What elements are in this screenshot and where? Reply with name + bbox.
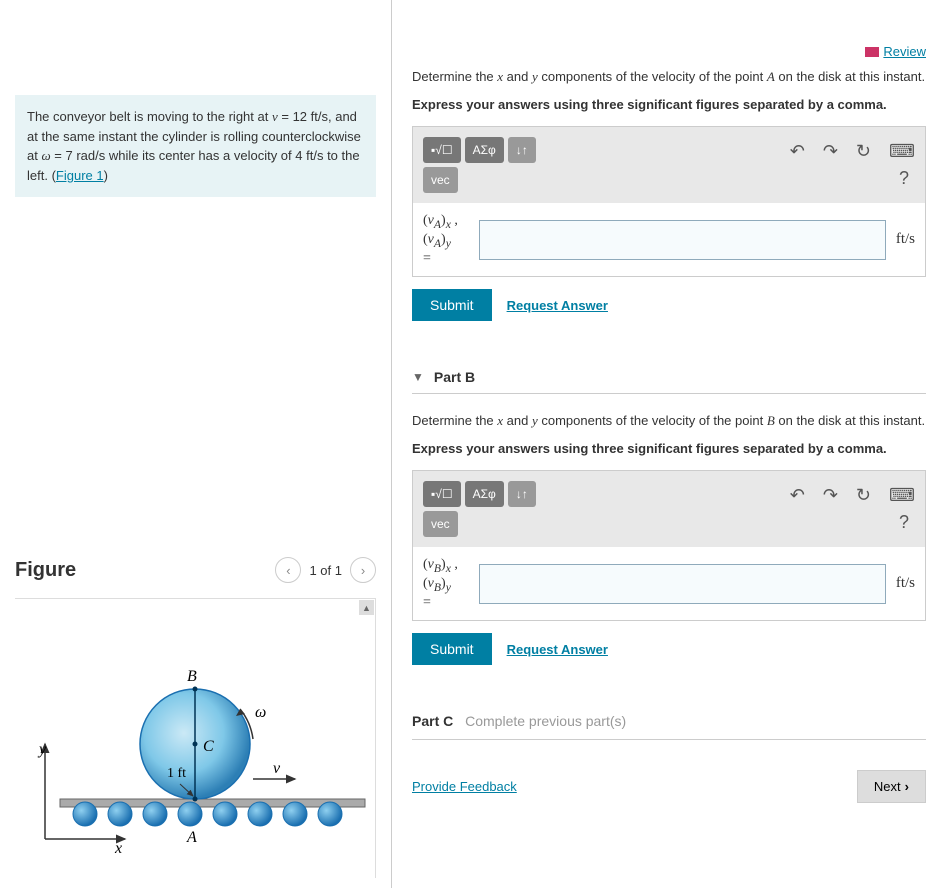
greek-button[interactable]: ΑΣφ [465,481,504,507]
omega-label: ω [255,704,266,721]
help-icon[interactable]: ? [790,168,915,189]
greek-button[interactable]: ΑΣφ [465,137,504,163]
review-label: Review [883,44,926,59]
partB-title: Part B [434,369,475,385]
vec-button[interactable]: vec [423,511,458,537]
template-button[interactable]: ▪√☐ [423,481,461,507]
redo-icon[interactable]: ↷ [823,141,838,162]
reset-icon[interactable]: ↻ [856,141,871,162]
partB-var-label: (vB)x , (vB)y= [423,557,479,610]
partC-label: Part C [412,713,453,729]
figure-title: Figure [15,559,76,582]
figure-counter: 1 of 1 [309,563,342,578]
next-button[interactable]: Next › [857,770,926,803]
scroll-up-icon[interactable]: ▲ [359,600,374,615]
unit: rad/s [76,148,105,163]
partB-instruction: Express your answers using three signifi… [412,440,926,458]
figure-next-button[interactable]: › [350,557,376,583]
help-icon[interactable]: ? [790,512,915,533]
partB-question: Determine the x and y components of the … [412,412,926,430]
point-B-label: B [187,668,197,685]
vec-button[interactable]: vec [423,167,458,193]
text: while its center has a velocity of 4 [105,148,306,163]
text: ) [104,168,108,183]
partB-header[interactable]: ▼ Part B [412,361,926,394]
x-axis-label: x [114,840,122,857]
keyboard-icon[interactable]: ⌨ [889,141,915,162]
partA-answer-input[interactable] [479,220,886,260]
point-C-label: C [203,738,214,755]
partB-submit-button[interactable]: Submit [412,633,492,665]
partC-status: Complete previous part(s) [465,713,626,729]
text: = 12 [278,109,311,124]
partA-var-label: (vA)x , (vA)y= [423,213,479,266]
feedback-link[interactable]: Provide Feedback [412,779,517,794]
review-icon [865,47,879,57]
text: The conveyor belt is moving to the right… [27,109,272,124]
partB-unit: ft/s [896,575,915,592]
collapse-icon: ▼ [412,370,424,384]
partB-answer-box: ▪√☐ ΑΣφ ↓↑ vec ↶ ↷ ↻ ⌨ ? [412,470,926,621]
partA-question: Determine the x and y components of the … [412,68,926,86]
review-link[interactable]: Review [865,44,926,59]
partA-unit: ft/s [896,231,915,248]
text: = 7 [51,148,77,163]
partA-answer-box: ▪√☐ ΑΣφ ↓↑ vec ↶ ↷ ↻ ⌨ ? [412,126,926,277]
arrows-button[interactable]: ↓↑ [508,481,536,507]
redo-icon[interactable]: ↷ [823,485,838,506]
undo-icon[interactable]: ↶ [790,141,805,162]
partC-row: Part C Complete previous part(s) [412,705,926,737]
partA-instruction: Express your answers using three signifi… [412,96,926,114]
reset-icon[interactable]: ↻ [856,485,871,506]
partB-answer-input[interactable] [479,564,886,604]
partB-request-link[interactable]: Request Answer [507,642,608,657]
unit: ft/s [311,109,328,124]
figure-prev-button[interactable]: ‹ [275,557,301,583]
partA-submit-button[interactable]: Submit [412,289,492,321]
figure-link[interactable]: Figure 1 [56,168,104,183]
template-button[interactable]: ▪√☐ [423,137,461,163]
keyboard-icon[interactable]: ⌨ [889,485,915,506]
point-A-label: A [186,829,197,846]
unit: ft/s [306,148,323,163]
figure-canvas: ▲ [15,598,376,878]
undo-icon[interactable]: ↶ [790,485,805,506]
arrows-button[interactable]: ↓↑ [508,137,536,163]
var-omega: ω [41,148,50,163]
v-label: v [273,760,281,777]
partA-request-link[interactable]: Request Answer [507,298,608,313]
problem-statement: The conveyor belt is moving to the right… [15,95,376,197]
y-axis-label: y [37,741,47,758]
radius-label: 1 ft [167,766,186,781]
